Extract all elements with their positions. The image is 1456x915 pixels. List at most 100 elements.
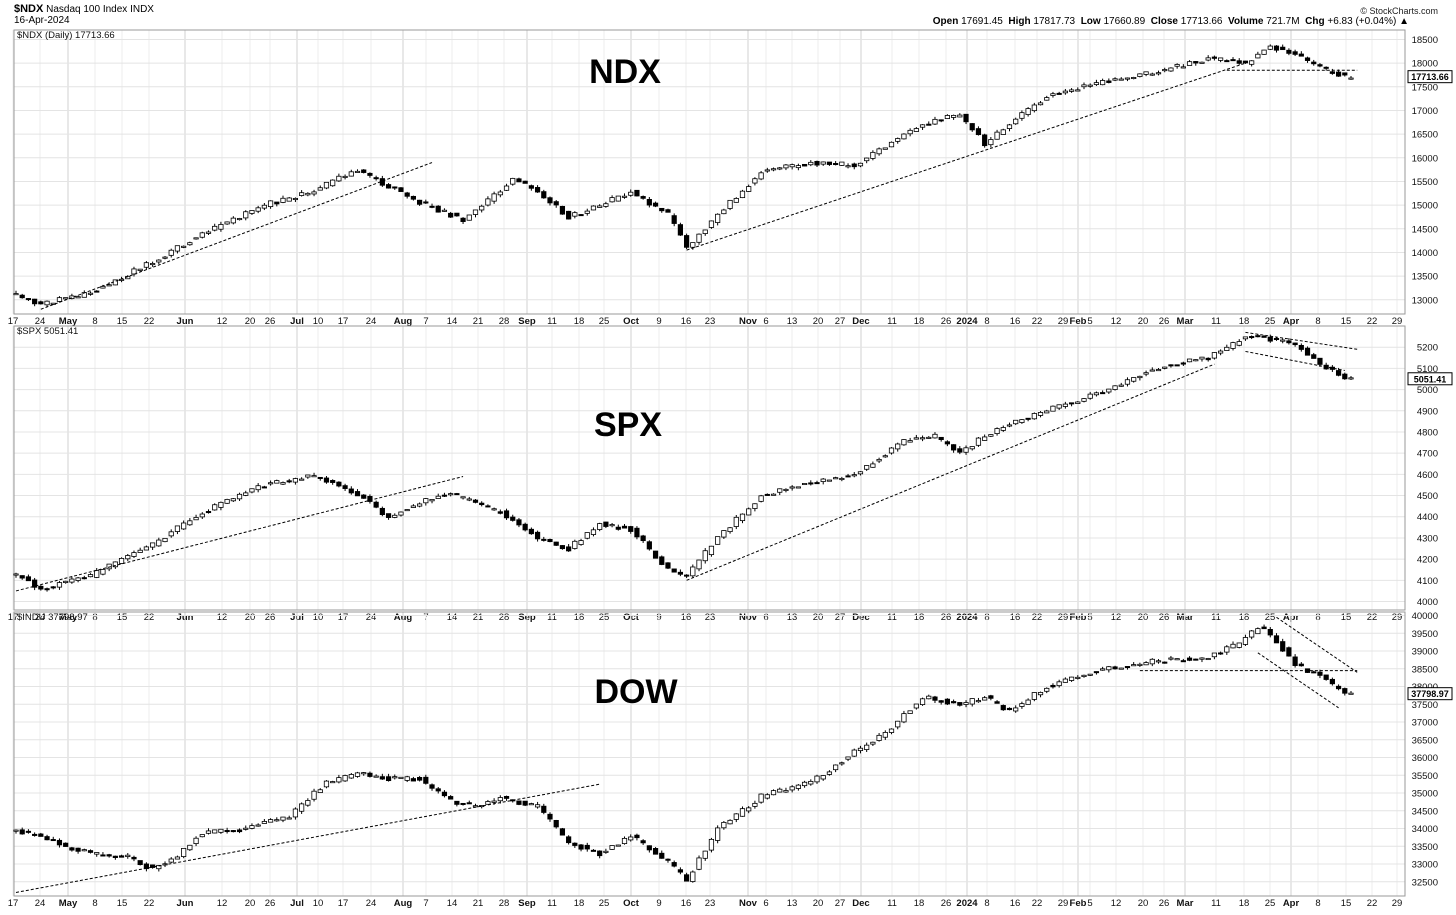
candle <box>932 695 938 703</box>
candle-body <box>243 492 249 496</box>
candle-body <box>69 578 75 583</box>
candle <box>944 698 950 706</box>
candle-body <box>1342 688 1348 694</box>
x-tick-label: Jul <box>290 898 304 909</box>
candle <box>336 774 342 784</box>
x-tick-label: 17 <box>338 898 349 909</box>
candle <box>19 827 25 835</box>
candle <box>100 852 106 857</box>
candle <box>330 179 336 187</box>
candle <box>1311 59 1317 66</box>
candle <box>75 576 81 583</box>
candle-body <box>75 577 81 581</box>
candle-body <box>677 571 683 575</box>
candle-body <box>32 579 38 588</box>
candle-body <box>385 513 392 518</box>
candle <box>305 798 311 807</box>
candle <box>398 511 404 517</box>
candle <box>1205 357 1211 362</box>
x-tick-label: 9 <box>656 898 661 909</box>
ticker-symbol: $NDX <box>14 3 44 15</box>
candle-body <box>652 848 659 855</box>
candle-body <box>230 830 236 833</box>
trendline <box>1245 350 1345 371</box>
candle-body <box>758 495 764 502</box>
candle <box>429 498 435 504</box>
candle-body <box>814 482 820 485</box>
candle <box>261 818 267 824</box>
candle <box>721 208 727 215</box>
candle-body <box>274 819 280 822</box>
candle <box>1273 45 1280 53</box>
candle-body <box>38 301 44 305</box>
candle-body <box>801 781 808 787</box>
candle-body <box>466 802 472 805</box>
candle <box>94 290 100 293</box>
candle <box>1118 667 1124 670</box>
candle <box>733 197 739 203</box>
candle-body <box>615 844 621 847</box>
candle-body <box>1025 108 1031 115</box>
candle <box>752 800 758 809</box>
candle-body <box>826 479 833 482</box>
candle <box>1348 75 1354 80</box>
candle-body <box>174 856 181 860</box>
candle-body <box>876 734 882 741</box>
candle <box>957 446 963 455</box>
candle-body <box>448 212 454 218</box>
x-tick-label: 24 <box>35 898 46 909</box>
candle <box>1304 56 1311 63</box>
candle <box>1019 110 1025 121</box>
y-tick-label: 36500 <box>1412 735 1438 746</box>
candle-body <box>317 476 323 479</box>
candle-body <box>503 510 510 519</box>
candle-body <box>715 827 721 841</box>
candle <box>801 163 808 167</box>
candle-body <box>1298 663 1304 667</box>
candle-body <box>168 249 174 256</box>
candle-body <box>1013 118 1019 125</box>
candle-body <box>919 124 926 128</box>
candle <box>895 137 901 144</box>
x-tick-label: 21 <box>473 316 484 327</box>
candle <box>50 586 56 590</box>
candle <box>609 522 615 528</box>
y-tick-label: 18500 <box>1412 35 1438 46</box>
candle <box>336 173 342 182</box>
candle <box>621 524 628 529</box>
candle <box>236 828 243 834</box>
candle <box>684 574 690 579</box>
candle <box>702 850 708 861</box>
candle <box>907 710 913 714</box>
candle-body <box>460 217 466 222</box>
candle-body <box>882 732 888 738</box>
candle <box>684 233 690 250</box>
candle-body <box>1050 93 1056 96</box>
candle-body <box>404 192 410 197</box>
candle-body <box>739 190 746 199</box>
candle-body <box>230 498 236 502</box>
candle-body <box>746 508 752 516</box>
candle <box>566 210 572 220</box>
candle <box>814 774 820 784</box>
candle-body <box>1056 681 1062 687</box>
candle <box>292 477 299 485</box>
candle <box>38 832 44 837</box>
candle-body <box>218 828 224 833</box>
candle <box>218 828 224 834</box>
candle <box>342 483 348 491</box>
candle-body <box>199 232 205 238</box>
candle <box>280 816 286 823</box>
candle <box>572 539 578 550</box>
candle-body <box>286 817 292 820</box>
candle <box>423 498 429 506</box>
candle-body <box>1025 699 1031 705</box>
y-tick-label: 37500 <box>1412 700 1438 711</box>
candle-body <box>721 530 727 538</box>
candle <box>479 204 485 213</box>
y-tick-label: 4500 <box>1417 491 1438 502</box>
candle <box>181 245 187 249</box>
candle-body <box>125 854 131 857</box>
candle <box>286 196 292 202</box>
candle <box>1242 60 1249 64</box>
